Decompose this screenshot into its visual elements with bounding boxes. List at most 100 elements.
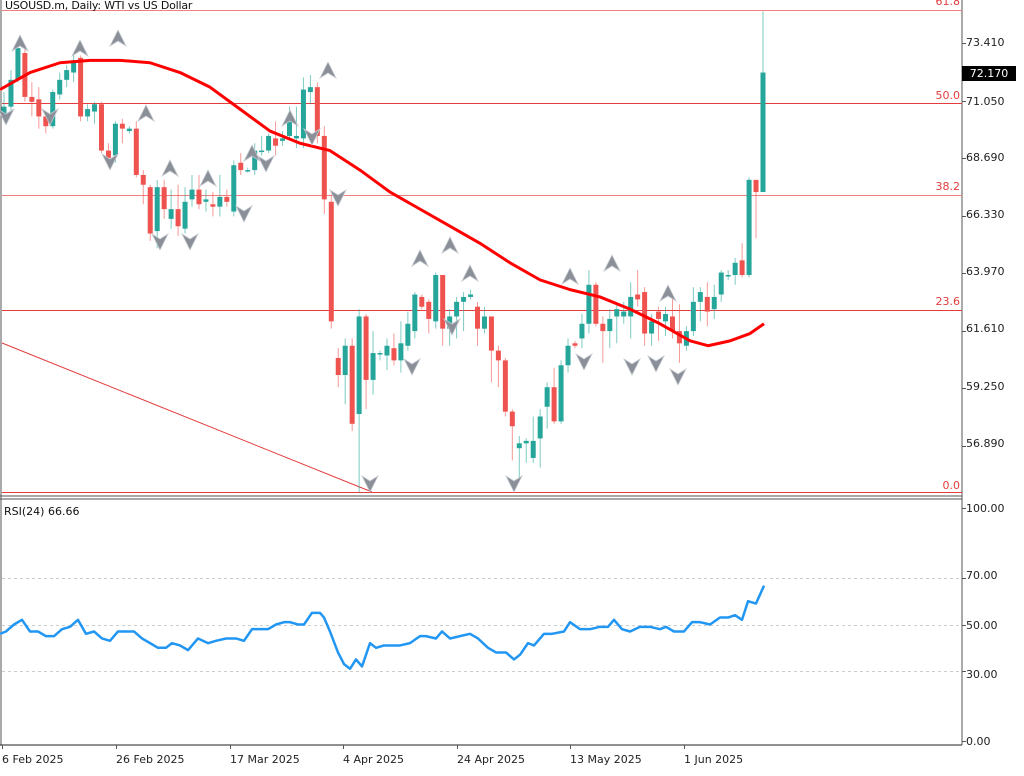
- fractal-down-arrow-icon: [505, 474, 523, 493]
- date-label: 1 Jun 2025: [684, 753, 744, 766]
- candle-body: [210, 204, 216, 207]
- candle-body: [175, 209, 181, 227]
- candle-body: [579, 323, 585, 339]
- fractal-up-arrow-icon: [441, 236, 459, 255]
- date-label: 17 Mar 2025: [230, 753, 300, 766]
- candle-body: [481, 316, 487, 329]
- moving-average-line: [0, 58, 765, 348]
- candle-body: [753, 179, 759, 193]
- candle-body: [273, 138, 279, 146]
- candle-body: [370, 353, 376, 380]
- candle-body: [133, 128, 139, 175]
- date-label: 26 Feb 2025: [116, 753, 185, 766]
- candle-body: [565, 345, 571, 366]
- fractal-down-arrow-icon: [647, 354, 665, 373]
- fractal-down-arrow-icon: [623, 357, 641, 376]
- candle-body: [182, 201, 188, 229]
- candle-body: [628, 296, 634, 317]
- candle-body: [656, 311, 662, 319]
- date-label: 13 May 2025: [570, 753, 642, 766]
- price-tick: 63.970: [966, 265, 1005, 278]
- candle-body: [732, 262, 738, 275]
- candle-body: [739, 260, 745, 275]
- candle-body: [600, 323, 606, 332]
- trendline: [1, 342, 373, 493]
- price-tick: 73.410: [966, 36, 1005, 49]
- price-tick: 59.250: [966, 380, 1005, 393]
- candle-body: [57, 79, 63, 95]
- candle-body: [71, 60, 77, 73]
- candle-body: [1, 106, 7, 114]
- price-tick: 66.330: [966, 208, 1005, 221]
- candle-body: [64, 70, 70, 80]
- fractal-up-arrow-icon: [199, 169, 217, 188]
- price-tick: 71.050: [966, 95, 1005, 108]
- candle-body: [154, 187, 160, 232]
- candle-body: [112, 123, 118, 156]
- candle-body: [725, 274, 731, 277]
- candle-body: [238, 162, 244, 171]
- candle-body: [231, 165, 237, 212]
- candle-body: [523, 440, 529, 444]
- fractal-up-arrow-icon: [11, 34, 29, 53]
- rsi-tick: 100.00: [966, 502, 1005, 515]
- candle-body: [649, 321, 655, 334]
- date-label: 24 Apr 2025: [457, 753, 526, 766]
- fractal-up-arrow-icon: [411, 249, 429, 268]
- fractal-down-arrow-icon: [303, 127, 321, 146]
- candle-body: [245, 170, 251, 172]
- candle-body: [168, 209, 174, 219]
- candle-body: [314, 87, 320, 136]
- price-tick: 56.890: [966, 437, 1005, 450]
- candle-body: [412, 294, 418, 332]
- candle-body: [29, 96, 35, 102]
- candle-body: [384, 345, 390, 356]
- candle-body: [363, 316, 369, 380]
- candle-body: [621, 311, 627, 317]
- candle-body: [8, 79, 14, 107]
- fib-label-38-2: 38.2: [935, 180, 961, 193]
- candle-body: [335, 357, 341, 376]
- fractal-down-arrow-icon: [257, 154, 275, 173]
- candle-body: [140, 174, 146, 185]
- fractal-up-arrow-icon: [243, 144, 261, 163]
- candle-body: [321, 135, 327, 200]
- candle-body: [78, 57, 84, 117]
- fractal-down-arrow-icon: [151, 232, 169, 251]
- candle-body: [50, 92, 56, 127]
- candle-body: [293, 135, 299, 139]
- fib-label-50: 50.0: [935, 89, 961, 102]
- candle-body: [502, 360, 508, 412]
- candle-body: [642, 292, 648, 334]
- candle-body: [217, 196, 223, 207]
- candle-body: [85, 109, 91, 117]
- candle-body: [259, 150, 265, 153]
- candle-body: [516, 443, 522, 449]
- fractal-up-arrow-icon: [109, 29, 127, 48]
- chart-title: USOUSD.m, Daily: WTI vs US Dollar: [5, 0, 193, 12]
- candle-body: [488, 316, 494, 351]
- candle-body: [711, 296, 717, 310]
- candle-body: [391, 348, 397, 361]
- current-price-tag: 72.170: [962, 66, 1016, 81]
- candle-body: [398, 343, 404, 361]
- candle-body: [98, 104, 104, 151]
- candle-body: [454, 301, 460, 317]
- fractal-up-arrow-icon: [71, 39, 89, 58]
- fractal-up-arrow-icon: [137, 104, 155, 123]
- fractal-down-arrow-icon: [329, 188, 347, 207]
- candle-body: [537, 416, 543, 439]
- candle-body: [635, 294, 641, 300]
- candle-body: [544, 387, 550, 407]
- candle-body: [426, 301, 432, 319]
- candle-body: [300, 89, 306, 139]
- fractal-up-arrow-icon: [461, 264, 479, 283]
- rsi-tick: 70.00: [966, 569, 998, 582]
- candle-body: [328, 201, 334, 322]
- fractal-down-arrow-icon: [443, 317, 461, 336]
- candle-body: [461, 296, 467, 302]
- fractal-up-arrow-icon: [659, 284, 677, 303]
- candle-body: [495, 350, 501, 361]
